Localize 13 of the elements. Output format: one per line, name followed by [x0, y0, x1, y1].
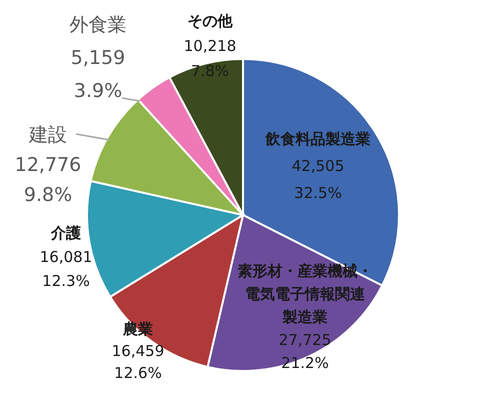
slice-label: 介護 [50, 224, 81, 242]
data-label: 27,725 21.2% [278, 331, 332, 372]
data-label: 5,159 3.9% [70, 47, 126, 102]
slice-label: 建設 [28, 124, 67, 146]
slice-label: 飲食料品製造業 [264, 130, 370, 148]
data-label: 10,218 7.8% [184, 37, 236, 80]
slice-label: 外食業 [70, 14, 126, 36]
data-label: 12,776 9.8% [14, 154, 82, 206]
slice-label: その他 [188, 12, 234, 30]
data-label: 16,459 12.6% [112, 342, 164, 382]
data-label: 16,081 12.3% [40, 248, 92, 290]
data-label: 42,505 32.5% [292, 157, 344, 202]
slice-label: 農業 [122, 320, 153, 338]
